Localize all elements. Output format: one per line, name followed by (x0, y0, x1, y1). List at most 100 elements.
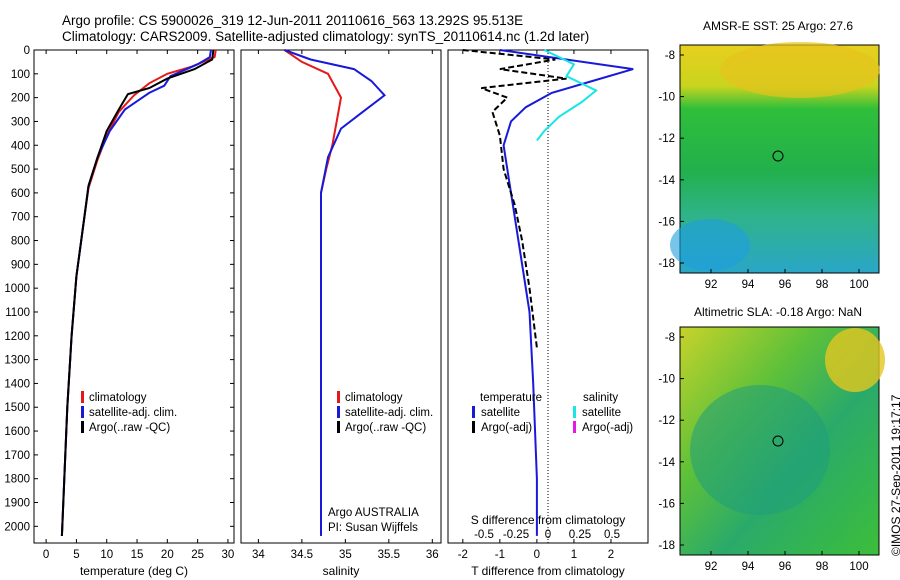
legend-swatch-climatology (81, 391, 84, 403)
map-x-tick-label: 98 (816, 279, 829, 291)
x-tick-label: 25 (191, 549, 204, 561)
y-tick-label: 1700 (4, 450, 30, 462)
x-tick-label: 1 (571, 549, 577, 561)
salinity-panel: 34 34.5 35 35.5 36 climatology satellite-adj… (240, 49, 442, 578)
temperature-legend: climatology satellite-adj. clim. Argo(..… (81, 391, 177, 434)
x-tick-label: 20 (161, 549, 174, 561)
map-y-tick-label: -18 (658, 258, 675, 270)
map-y-tick-label: -8 (665, 50, 675, 62)
y-tick-label: 2000 (4, 521, 30, 533)
series-line-temperature-satellite (499, 49, 634, 536)
sst-map-title: AMSR-E SST: 25 Argo: 27.6 (703, 19, 853, 33)
map-x-tick-label: 92 (705, 561, 718, 573)
chart-title: Argo profile: CS 5900026_319 12-Jun-2011… (62, 13, 524, 28)
legend-swatch-satellite (337, 406, 340, 418)
y-tick-label: 1000 (4, 283, 30, 295)
x-tick-label: -2 (458, 549, 468, 561)
x-tick-label: 35 (339, 549, 352, 561)
x-tick-label: 0 (43, 549, 49, 561)
y-tick-label: 300 (11, 116, 30, 128)
top-x-tick-label: 0.5 (604, 529, 620, 541)
legend-swatch-argo (81, 421, 84, 433)
temperature-axis-label: temperature (deg C) (80, 564, 188, 578)
x-tick-label: 15 (131, 549, 144, 561)
top-x-tick-label: -0.5 (474, 529, 494, 541)
legend-temperature-title: temperature (480, 392, 542, 404)
legend-swatch-temp-argo (472, 421, 475, 433)
series-line-argo-raw-qc- (60, 49, 215, 536)
y-tick-label: 500 (11, 164, 30, 176)
sla-map-title: Altimetric SLA: -0.18 Argo: NaN (694, 305, 862, 319)
legend-swatch-temp-satellite (472, 406, 475, 418)
legend-swatch-satellite (81, 406, 84, 418)
map-x-tick-label: 94 (742, 279, 755, 291)
y-tick-label: 100 (11, 69, 30, 81)
pi-note: PI: Susan Wijffels (328, 522, 418, 534)
legend-label-argo: Argo(..raw -QC) (345, 422, 426, 434)
y-tick-label: 200 (11, 93, 30, 105)
map-y-tick-label: -10 (658, 374, 675, 386)
series-line-satellite-adj-clim- (284, 49, 386, 536)
sst-map-axes: 92 94 96 98 100 -8 -10 -12 -14 -16 -18 (658, 50, 868, 291)
top-x-tick-label: 0.25 (569, 529, 591, 541)
sla-map: Altimetric SLA: -0.18 Argo: NaN 92 94 96 98… (658, 305, 885, 573)
series-line-temperature-argo-adj- (462, 49, 567, 348)
y-tick-label: 1300 (4, 355, 30, 367)
map-x-tick-label: 96 (779, 561, 792, 573)
y-tick-label: 0 (24, 45, 30, 57)
x-tick-label: -1 (495, 549, 505, 561)
legend-label-temp-satellite: satellite (481, 407, 520, 419)
y-tick-label: 400 (11, 140, 30, 152)
y-tick-label: 1400 (4, 378, 30, 390)
legend-label-argo: Argo(..raw -QC) (89, 422, 170, 434)
difference-axis-ticks: -2 -1 0 1 2 -0.5 -0.25 0 0.25 0.5 (458, 50, 620, 561)
map-x-tick-label: 94 (742, 561, 755, 573)
argo-location-marker (772, 435, 784, 447)
y-tick-label: 800 (11, 236, 30, 248)
map-x-tick-label: 96 (779, 279, 792, 291)
y-tick-label: 900 (11, 259, 30, 271)
y-tick-label: 1100 (5, 307, 30, 319)
x-tick-label: 36 (426, 549, 439, 561)
temperature-axis-ticks: 0 5 10 15 20 25 30 (43, 50, 234, 561)
legend-swatch-argo (337, 421, 340, 433)
top-x-tick-label: 0 (545, 529, 551, 541)
y-tick-label: 600 (11, 188, 30, 200)
map-x-tick-label: 100 (849, 279, 868, 291)
x-tick-label: 10 (100, 549, 113, 561)
x-tick-label: 5 (73, 549, 79, 561)
map-y-tick-label: -8 (665, 332, 675, 344)
map-x-tick-label: 92 (705, 279, 718, 291)
sst-map: AMSR-E SST: 25 Argo: 27.6 92 94 96 98 100 -8 -… (658, 19, 880, 291)
difference-legend: temperature satellite Argo(-adj) salinit… (472, 392, 633, 434)
x-tick-label: 30 (222, 549, 235, 561)
difference-series (462, 49, 634, 536)
sla-low-region (690, 385, 830, 515)
legend-label-satellite: satellite-adj. clim. (89, 407, 177, 419)
map-y-tick-label: -14 (658, 457, 675, 469)
map-y-tick-label: -10 (658, 92, 675, 104)
sst-warm-region (720, 42, 880, 98)
legend-label-satellite: satellite-adj. clim. (345, 407, 433, 419)
legend-label-climatology: climatology (345, 392, 403, 404)
data-source-note: Argo AUSTRALIA (328, 507, 419, 519)
x-tick-label: 34 (252, 549, 265, 561)
salinity-series (283, 49, 386, 536)
y-tick-label: 1800 (4, 474, 30, 486)
legend-label-climatology: climatology (89, 392, 147, 404)
top-x-tick-label: -0.25 (503, 529, 529, 541)
difference-top-axis-label: S difference from climatology (471, 513, 626, 527)
legend-label-sal-satellite: satellite (582, 407, 621, 419)
map-y-tick-label: -18 (658, 540, 675, 552)
argo-location-marker (772, 150, 784, 162)
map-y-tick-label: -14 (658, 175, 675, 187)
temperature-panel: 0100200300400500600700800900100011001200… (4, 45, 648, 578)
salinity-plot-frame (240, 49, 442, 544)
legend-swatch-sal-argo (573, 421, 576, 433)
map-y-tick-label: -16 (658, 498, 675, 510)
salinity-axis-ticks: 34 34.5 35 35.5 36 (252, 50, 439, 561)
y-tick-label: 1900 (4, 498, 30, 510)
sst-cool-region (670, 219, 750, 271)
y-tick-label: 1200 (4, 331, 30, 343)
